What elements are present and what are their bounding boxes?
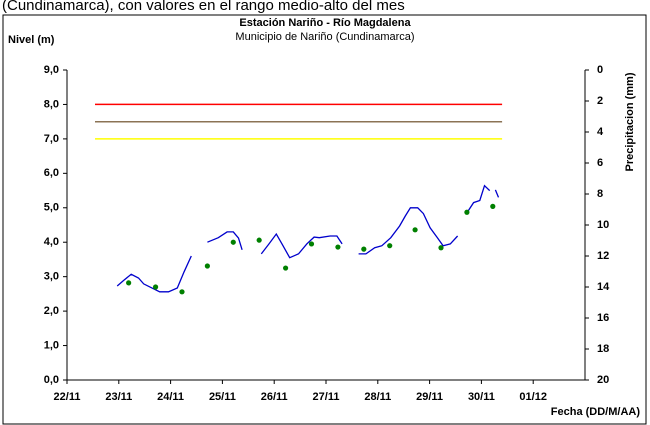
x-tick-label: 30/11	[468, 391, 495, 403]
y2-tick-label: 8	[597, 188, 603, 200]
y2-tick-label: 12	[597, 250, 609, 262]
x-tick-label: 27/11	[313, 391, 340, 403]
y2-tick-label: 4	[597, 126, 604, 138]
series-line	[116, 184, 500, 293]
y2-tick-label: 10	[597, 219, 609, 231]
y2-tick-label: 2	[597, 95, 603, 107]
y-tick-label: 4,0	[44, 236, 59, 248]
x-tick-label: 23/11	[105, 391, 132, 403]
x-tick-label: 22/11	[54, 391, 81, 403]
y2-tick-label: 14	[597, 281, 610, 293]
y-tick-label: 9,0	[44, 64, 59, 76]
y-tick-label: 2,0	[44, 305, 59, 317]
data-point	[179, 289, 185, 295]
data-point	[412, 227, 418, 233]
y2-tick-label: 0	[597, 64, 603, 76]
y-tick-label: 0,0	[44, 374, 59, 386]
y-tick-label: 6,0	[44, 167, 59, 179]
chart-title: Estación Nariño - Río Magdalena	[239, 17, 411, 29]
data-point	[256, 237, 262, 243]
x-tick-label: 28/11	[364, 391, 391, 403]
y-tick-label: 1,0	[44, 339, 59, 351]
y2-tick-label: 6	[597, 157, 603, 169]
data-point	[438, 245, 444, 251]
data-point	[464, 209, 470, 215]
x-tick-label: 01/12	[519, 391, 547, 403]
y-tick-label: 7,0	[44, 133, 59, 145]
chart-frame	[2, 14, 647, 425]
y2-axis-label: Precipitacion (mm)	[624, 72, 636, 171]
y-tick-label: 3,0	[44, 271, 59, 283]
data-point	[308, 241, 315, 247]
y-tick-label: 5,0	[44, 202, 59, 214]
x-tick-label: 24/11	[157, 391, 184, 403]
x-tick-label: 29/11	[416, 391, 443, 403]
data-point	[387, 243, 393, 249]
data-point	[230, 239, 236, 245]
y2-tick-label: 20	[597, 374, 609, 386]
data-point	[282, 265, 289, 271]
y2-tick-label: 18	[597, 343, 609, 355]
header-text: (Cundinamarca), con valores en el rango …	[2, 0, 405, 14]
data-point	[126, 280, 132, 286]
data-point	[204, 263, 210, 269]
y-axis-label: Nivel (m)	[8, 34, 55, 46]
data-point	[152, 284, 159, 290]
y-tick-label: 8,0	[44, 98, 59, 110]
data-point	[490, 203, 496, 209]
data-point	[361, 246, 367, 252]
x-axis-label: Fecha (DD/M/AA)	[551, 406, 641, 418]
data-point	[335, 244, 341, 250]
chart-subtitle: Municipio de Nariño (Cundinamarca)	[235, 31, 414, 43]
x-tick-label: 25/11	[209, 391, 236, 403]
x-tick-label: 26/11	[261, 391, 288, 403]
y2-tick-label: 16	[597, 312, 609, 324]
